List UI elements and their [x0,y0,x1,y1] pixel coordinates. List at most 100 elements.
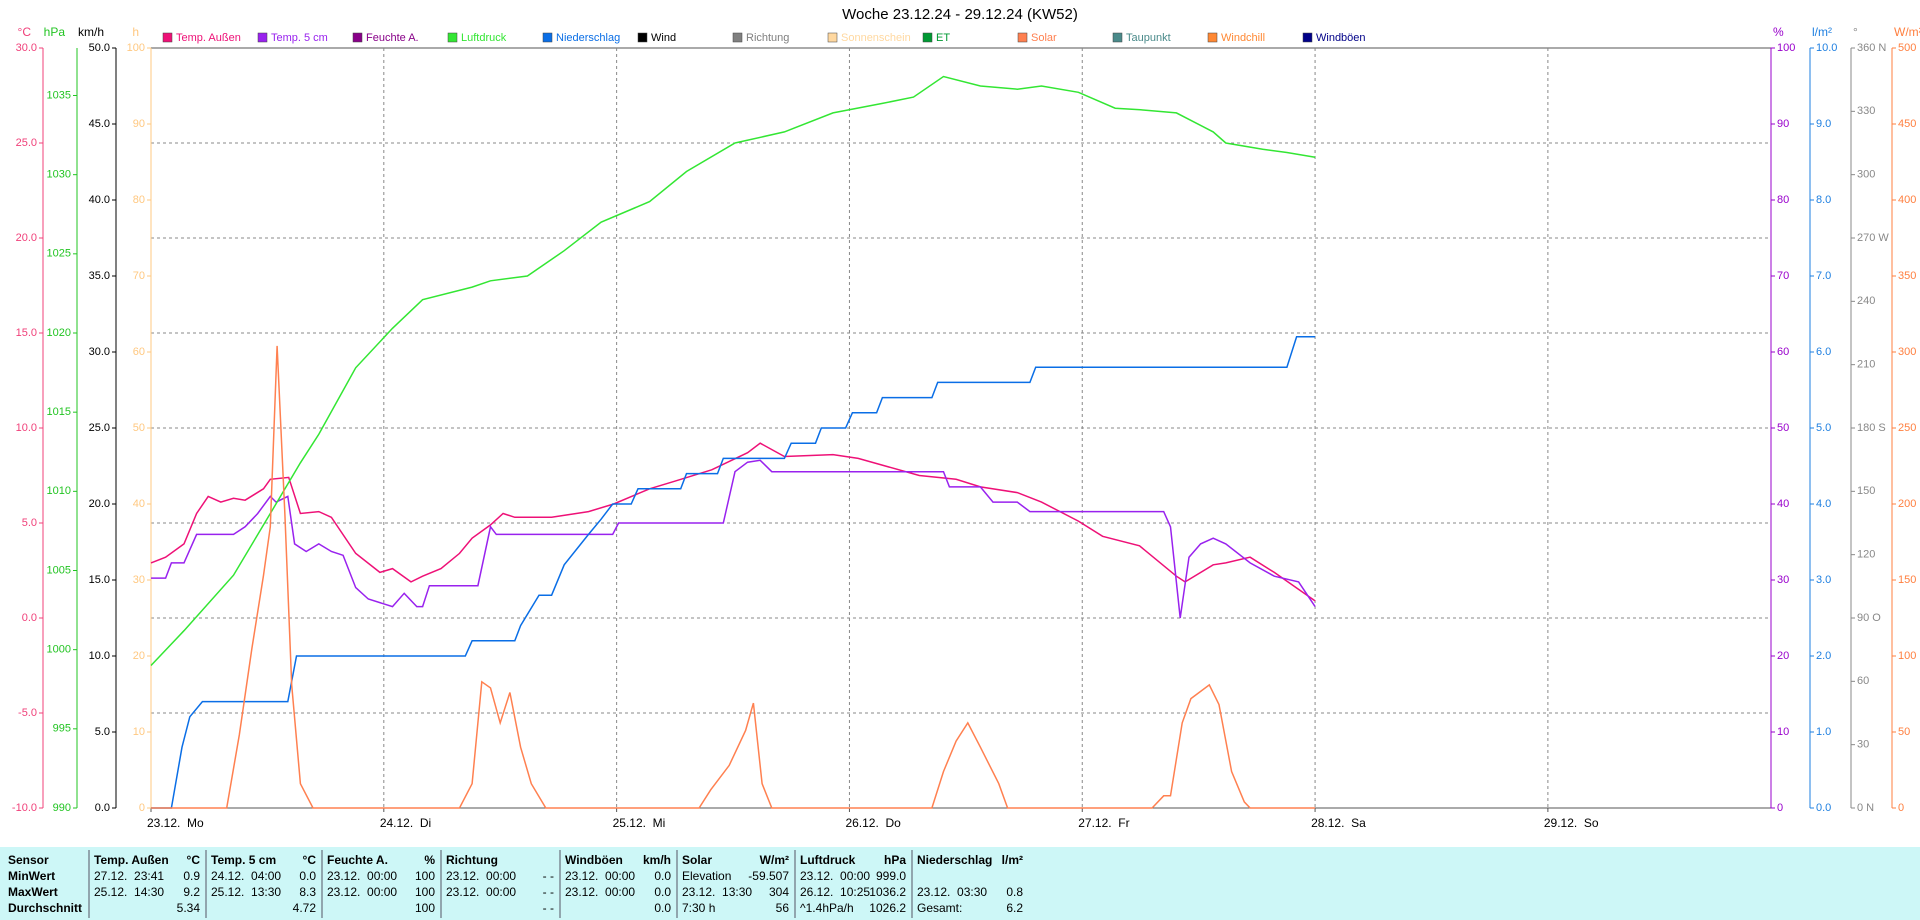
legend-label: Taupunkt [1126,32,1171,44]
y-tick-label: 200 [1898,498,1916,510]
y-tick-label: 30 [1857,739,1869,751]
y-tick-label: 60 [133,346,145,358]
table-cell: 23.12. 03:30 [917,885,987,899]
table-value: 0.0 [654,869,671,883]
legend-label: Luftdruck [461,32,507,44]
table-value: 0.0 [654,885,671,899]
table-value: -59.507 [748,869,789,883]
table-cell: 27.12. 23:41 [94,869,164,883]
y-tick-label: 25.0 [89,422,110,434]
y-tick-label: 10.0 [16,422,37,434]
y-tick-label: 40.0 [89,194,110,206]
y-tick-label: 150 [1898,574,1916,586]
legend-swatch [447,32,458,43]
y-tick-label: 990 [53,802,71,814]
legend-label: Windchill [1221,32,1265,44]
legend-swatch [162,32,173,43]
y-tick-label: 45.0 [89,118,110,130]
table-cell: 23.12. 00:00 [565,885,635,899]
table-header: Temp. 5 cm [211,853,276,867]
table-unit: % [424,853,435,867]
y-tick-label: 80 [133,194,145,206]
y-tick-label: 3.0 [1816,574,1831,586]
series-line [151,345,1316,809]
y-tick-label: 6.0 [1816,346,1831,358]
legend-label: Temp. Außen [176,32,241,44]
y-tick-label: 80 [1777,194,1789,206]
table-cell: 23.12. 00:00 [800,869,870,883]
table-header: Luftdruck [800,853,856,867]
y-tick-label: 0.0 [1816,802,1831,814]
table-row-label: Sensor [8,853,49,867]
table-value: 6.2 [1006,901,1023,915]
legend-swatch [1017,32,1028,43]
y-tick-label: 1030 [47,169,71,181]
x-tick-label: 24.12. Di [380,816,431,830]
y-tick-label: 360 N [1857,42,1886,54]
y-tick-label: 50 [133,422,145,434]
series-line [150,75,1316,667]
legend-label: Solar [1031,32,1057,44]
y-tick-label: 2.0 [1816,650,1831,662]
table-unit: W/m² [760,853,789,867]
legend-swatch [1112,32,1123,43]
y-tick-label: 10 [133,726,145,738]
y-tick-label: 7.0 [1816,270,1831,282]
y-tick-label: 0 N [1857,802,1874,814]
y-tick-label: 50.0 [89,42,110,54]
y-tick-label: 1010 [47,485,71,497]
y-tick-label: 9.0 [1816,118,1831,130]
table-value: 9.2 [183,885,200,899]
legend-label: Wind [651,32,676,44]
y-tick-label: 10 [1777,726,1789,738]
y-tick-label: 10.0 [89,650,110,662]
y-tick-label: 70 [133,270,145,282]
y-tick-label: 70 [1777,270,1789,282]
y-tick-label: 1000 [47,644,71,656]
table-header: Feuchte A. [327,853,388,867]
legend-label: Temp. 5 cm [271,32,328,44]
table-value: 100 [415,901,435,915]
table-cell: Elevation [682,869,731,883]
table-cell: 25.12. 13:30 [211,885,281,899]
table-header: Niederschlag [917,853,992,867]
y-axis-unit: l/m² [1812,25,1832,39]
y-tick-label: 40 [1777,498,1789,510]
table-cell: 24.12. 04:00 [211,869,281,883]
table-value: 304 [769,885,789,899]
table-cell: 23.12. 00:00 [327,869,397,883]
y-tick-label: 300 [1898,346,1916,358]
x-tick-label: 28.12. Sa [1311,816,1366,830]
series-line [151,336,1316,809]
table-value: 0.0 [654,901,671,915]
legend-swatch [922,32,933,43]
y-tick-label: 0 [1777,802,1783,814]
y-tick-label: 240 [1857,295,1875,307]
y-tick-label: 25.0 [16,137,37,149]
y-tick-label: 0.0 [95,802,110,814]
y-tick-label: 100 [1777,42,1795,54]
y-axis-unit: h [132,25,139,39]
table-unit: °C [187,853,201,867]
table-cell: 26.12. 10:25 [800,885,870,899]
table-value: 0.8 [1006,885,1023,899]
y-tick-label: 20.0 [16,232,37,244]
y-tick-label: 100 [127,42,145,54]
table-unit: km/h [643,853,671,867]
table-value: 8.3 [299,885,316,899]
legend-label: Feuchte A. [366,32,419,44]
y-tick-label: 20.0 [89,498,110,510]
y-tick-label: 20 [1777,650,1789,662]
x-tick-label: 25.12. Mi [613,816,666,830]
table-value: 999.0 [876,869,906,883]
y-tick-label: 180 S [1857,422,1886,434]
y-tick-label: 30 [133,574,145,586]
table-value: 100 [415,885,435,899]
table-value: - - [543,901,554,915]
y-tick-label: 30.0 [16,42,37,54]
y-tick-label: 90 O [1857,612,1881,624]
y-tick-label: 100 [1898,650,1916,662]
y-tick-label: 350 [1898,270,1916,282]
